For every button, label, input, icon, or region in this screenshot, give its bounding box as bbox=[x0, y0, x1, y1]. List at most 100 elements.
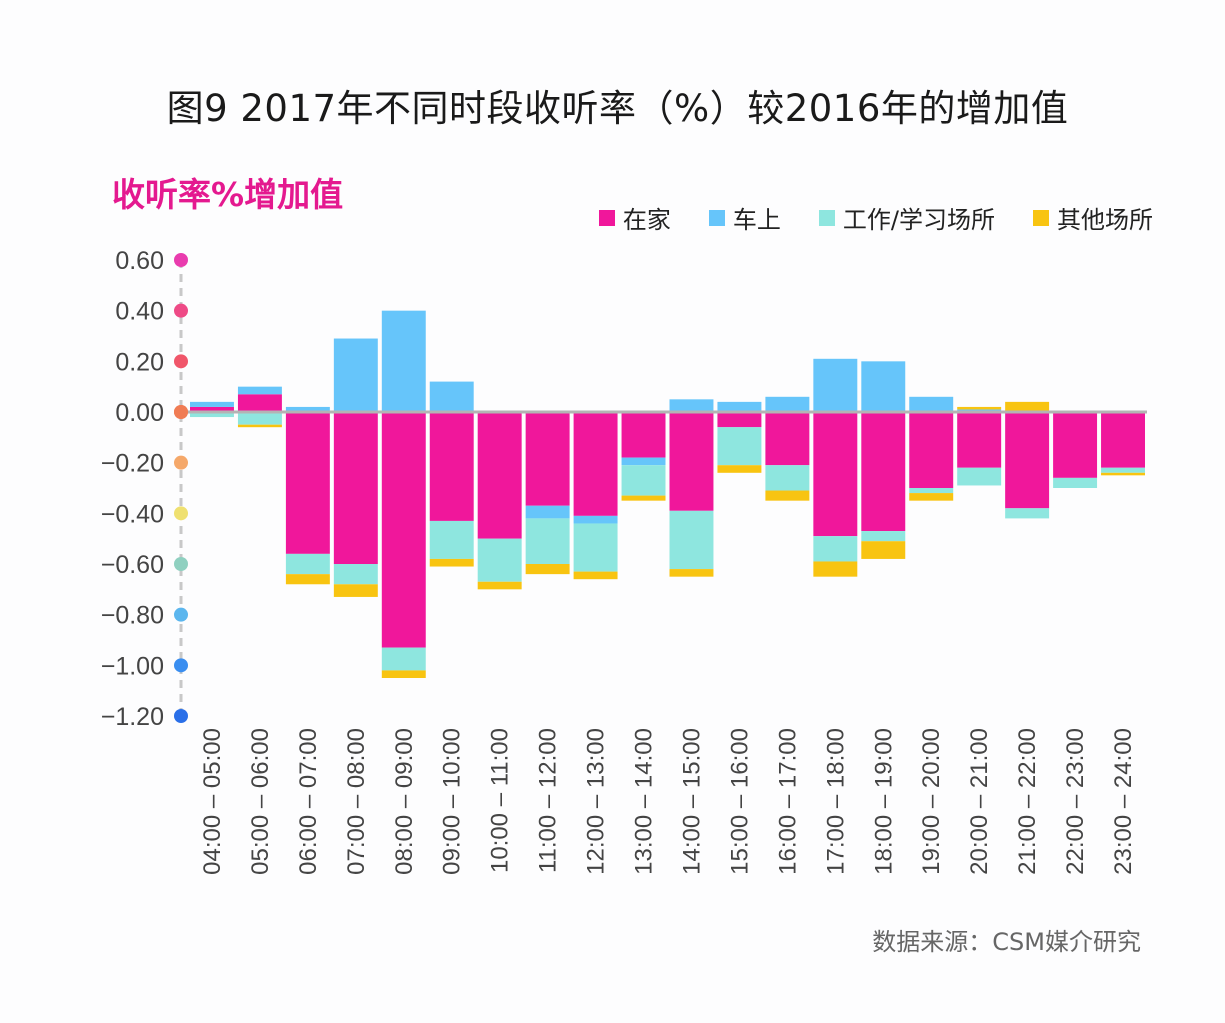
x-tick-label: 07:00 – 08:00 bbox=[343, 728, 370, 875]
bar-segment bbox=[573, 412, 618, 516]
legend-swatch bbox=[708, 209, 725, 226]
bar-segment bbox=[573, 523, 618, 572]
x-tick-label: 23:00 – 24:00 bbox=[1110, 728, 1137, 875]
bar-segment bbox=[477, 581, 522, 590]
legend-label: 车上 bbox=[732, 206, 781, 234]
bar-segment bbox=[669, 569, 714, 577]
y-tick-label: −0.80 bbox=[101, 602, 164, 630]
x-tick-label: 13:00 – 14:00 bbox=[631, 728, 658, 875]
bar-segment bbox=[669, 399, 714, 412]
bar-segment bbox=[861, 412, 906, 532]
bar-segment bbox=[381, 412, 426, 648]
x-tick-label: 20:00 – 21:00 bbox=[966, 728, 993, 875]
bar-segment bbox=[813, 358, 858, 412]
bar-segment bbox=[813, 536, 858, 562]
bar-segment bbox=[1005, 412, 1050, 509]
y-tick-label: −0.60 bbox=[101, 551, 164, 579]
bar-segment bbox=[381, 647, 426, 671]
x-tick-label: 04:00 – 05:00 bbox=[199, 728, 226, 875]
bar-segment bbox=[861, 541, 906, 559]
x-tick-label: 11:00 – 12:00 bbox=[535, 728, 562, 873]
y-tick-label: 0.40 bbox=[115, 298, 164, 326]
bar-segment bbox=[909, 396, 954, 412]
legend-swatch bbox=[598, 209, 615, 226]
x-tick-label: 21:00 – 22:00 bbox=[1014, 728, 1041, 875]
legend-swatch bbox=[1033, 209, 1049, 226]
bar-segment bbox=[1101, 467, 1145, 473]
y-tick-label: −1.20 bbox=[101, 703, 164, 731]
bar-segment bbox=[765, 396, 810, 412]
bar-segment bbox=[621, 412, 666, 458]
bar-segment bbox=[285, 574, 330, 585]
bar-segment bbox=[1053, 477, 1098, 488]
x-tick-label: 14:00 – 15:00 bbox=[678, 728, 705, 875]
y-tick-dot bbox=[174, 354, 188, 369]
y-tick-label: −0.20 bbox=[101, 450, 164, 478]
bar-segment bbox=[861, 531, 906, 542]
y-tick-label: 0.60 bbox=[115, 247, 164, 275]
bar-segment bbox=[573, 571, 618, 580]
x-tick-label: 09:00 – 10:00 bbox=[439, 728, 466, 875]
y-tick-label: 0.00 bbox=[115, 399, 164, 427]
bar-segment bbox=[237, 412, 282, 425]
x-tick-label: 16:00 – 17:00 bbox=[774, 728, 801, 875]
legend: 在家 车上 工作/学习场所 其他场所 bbox=[561, 200, 1153, 235]
x-tick-label: 12:00 – 13:00 bbox=[583, 728, 610, 875]
y-tick-dot bbox=[174, 557, 188, 571]
x-tick-label: 19:00 – 20:00 bbox=[918, 728, 945, 875]
x-tick-label: 06:00 – 07:00 bbox=[295, 728, 322, 875]
bar-segment bbox=[957, 412, 1002, 468]
bar-segment bbox=[333, 584, 378, 597]
bar-segment bbox=[429, 381, 474, 412]
bar-segment bbox=[1053, 412, 1098, 478]
bar-segment bbox=[285, 412, 330, 554]
bar-segment bbox=[429, 412, 474, 521]
x-tick-label: 08:00 – 09:00 bbox=[391, 728, 418, 875]
legend-item: 工作/学习场所 bbox=[818, 200, 995, 235]
x-tick-label: 10:00 – 11:00 bbox=[487, 728, 514, 873]
y-tick-label: −0.40 bbox=[101, 500, 164, 528]
legend-label: 在家 bbox=[622, 206, 671, 234]
y-axis-label: 收听率%增加值 bbox=[112, 175, 344, 214]
y-tick-label: 0.20 bbox=[115, 348, 164, 376]
y-tick-dot bbox=[174, 607, 188, 622]
y-tick-dot bbox=[174, 303, 188, 318]
bar-segment bbox=[429, 558, 474, 567]
y-tick-dot bbox=[174, 709, 188, 723]
bar-segment bbox=[765, 412, 810, 466]
bar-segment bbox=[957, 467, 1002, 486]
x-tick-label: 22:00 – 23:00 bbox=[1062, 728, 1089, 875]
y-tick-label: −1.00 bbox=[101, 652, 164, 680]
bar-segment bbox=[717, 412, 762, 428]
bar-segment bbox=[909, 488, 954, 494]
x-tick-label: 05:00 – 06:00 bbox=[247, 728, 274, 875]
bar-segment bbox=[1005, 401, 1050, 412]
bar-segment bbox=[525, 564, 570, 575]
bar-segment bbox=[669, 510, 714, 570]
bar-segment bbox=[765, 465, 810, 491]
y-tick-dot bbox=[174, 455, 188, 470]
chart-title: 图9 2017年不同时段收听率（%）较2016年的增加值 bbox=[166, 87, 1069, 130]
bar-segment bbox=[285, 553, 330, 575]
bar-segment bbox=[333, 412, 378, 564]
x-tick-label: 18:00 – 19:00 bbox=[870, 728, 897, 875]
bar-segment bbox=[525, 412, 570, 506]
bar-segment bbox=[717, 401, 762, 412]
bar-segment bbox=[237, 424, 282, 428]
bar-segment bbox=[813, 561, 858, 577]
y-tick-dot bbox=[174, 253, 188, 267]
bar-segment bbox=[621, 465, 666, 496]
x-tick-label: 15:00 – 16:00 bbox=[726, 728, 753, 875]
bar-segment bbox=[717, 465, 762, 473]
legend-label: 工作/学习场所 bbox=[842, 206, 995, 234]
legend-item: 其他场所 bbox=[1033, 200, 1153, 235]
legend-item: 车上 bbox=[708, 200, 781, 235]
bar-segment bbox=[429, 520, 474, 559]
legend-item: 在家 bbox=[598, 200, 671, 235]
bar-segment bbox=[477, 538, 522, 582]
bar-segment bbox=[621, 495, 666, 501]
bar-segment bbox=[525, 518, 570, 564]
bar-segment bbox=[237, 386, 282, 395]
bar-segment bbox=[717, 427, 762, 466]
